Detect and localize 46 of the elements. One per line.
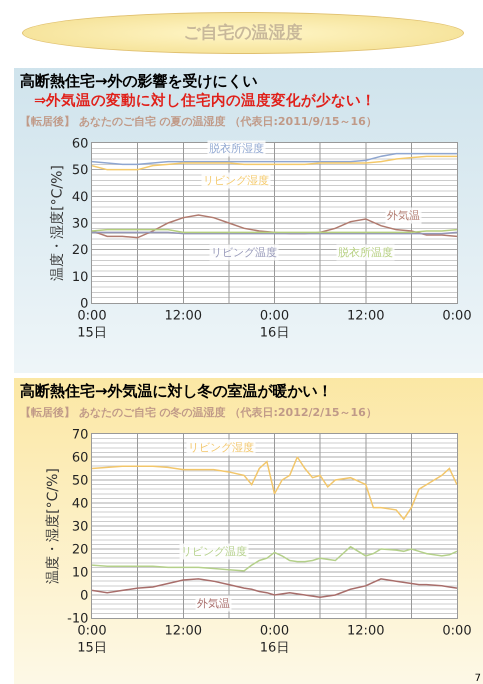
x-tick-label: 12:00 xyxy=(347,308,384,324)
y-tick-label: 0 xyxy=(80,588,88,604)
line-series xyxy=(92,578,457,598)
line-series xyxy=(92,546,457,572)
y-tick-label: 20 xyxy=(72,542,88,558)
y-tick-label: 10 xyxy=(72,270,88,285)
y-tick-label: 10 xyxy=(72,566,88,581)
text: 7 xyxy=(474,673,481,684)
series-label: 脱衣所温度 xyxy=(338,246,393,259)
line-series xyxy=(92,456,457,520)
text: 【転居後】 あなたのご自宅 の夏の温湿度 （代表日:2011/9/15～16） xyxy=(20,114,378,129)
series-label: リビング温度 xyxy=(181,545,247,558)
line-series xyxy=(92,152,457,166)
x-tick-label: 0:00 16日 xyxy=(260,308,290,340)
y-tick-label: 30 xyxy=(72,216,88,232)
x-tick-label: 12:00 xyxy=(164,624,202,639)
series-label: 外気温 xyxy=(197,597,230,610)
chart-subtitle: ⇒外気温の変動に対し住宅内の温度変化が少ない！ xyxy=(34,91,378,110)
x-tick-label: 0:00 15日 xyxy=(77,308,107,340)
y-tick-label: 70 xyxy=(72,428,88,443)
y-tick-label: 20 xyxy=(72,243,88,258)
series-label: 外気温 xyxy=(387,209,420,222)
chart-title: 高断熱住宅→外気温に対し冬の室温が暖かい！ xyxy=(20,382,334,401)
y-tick-label: 50 xyxy=(72,474,88,489)
y-axis-title: 温度・湿度[°C/%] xyxy=(49,165,66,281)
y-axis-title: 温度・湿度[°C/%] xyxy=(44,468,61,584)
y-tick-label: 30 xyxy=(72,520,88,535)
series-label: 脱衣所湿度 xyxy=(209,142,264,155)
y-tick-label: 40 xyxy=(72,496,88,512)
line-series xyxy=(92,156,457,170)
chart-title: 高断熱住宅→外の影響を受けにくい xyxy=(20,72,259,91)
y-tick-label: 50 xyxy=(72,163,88,178)
y-tick-label: 60 xyxy=(72,450,88,466)
x-tick-label: 0:00 15日 xyxy=(77,624,107,656)
series-label: リビング湿度 xyxy=(188,441,254,454)
text: 【転居後】 あなたのご自宅 の冬の温湿度 （代表日:2012/2/15～16） xyxy=(20,405,378,420)
x-tick-label: 12:00 xyxy=(164,308,202,324)
series-label: リビング湿度 xyxy=(203,174,269,187)
y-tick-label: 60 xyxy=(72,136,88,152)
y-tick-label: 40 xyxy=(72,190,88,205)
x-tick-label: 0:00 xyxy=(442,308,472,324)
x-tick-label: 0:00 xyxy=(442,624,472,639)
text: ご自宅の温湿度 xyxy=(22,12,464,54)
x-tick-label: 0:00 16日 xyxy=(260,624,290,656)
x-tick-label: 12:00 xyxy=(347,624,384,639)
series-label: リビング温度 xyxy=(211,246,277,259)
